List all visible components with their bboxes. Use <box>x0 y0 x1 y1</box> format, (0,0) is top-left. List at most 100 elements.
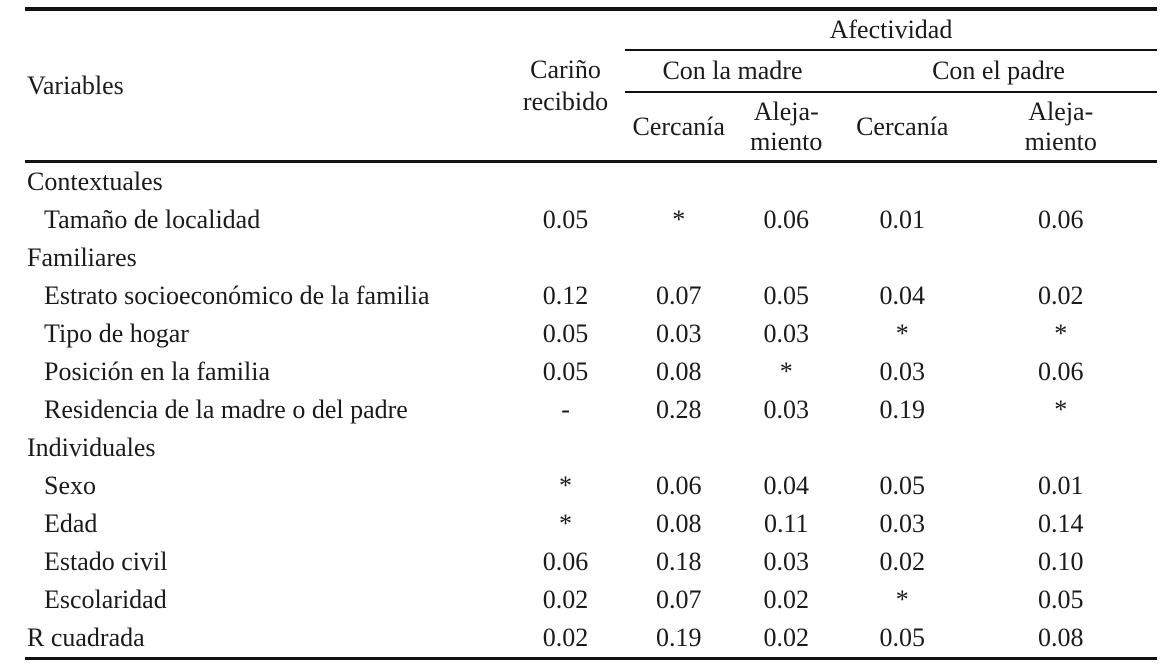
column-header-cercania-madre: Cercanía <box>632 111 725 141</box>
value-cell-empty <box>506 429 625 467</box>
value-cell: - <box>561 395 570 424</box>
value-cell-empty <box>840 162 965 202</box>
header-row-top: Variables Cariño recibido Afectividad <box>25 9 1157 116</box>
value-cell-empty <box>965 162 1157 202</box>
row-label: Escolaridad <box>44 585 167 614</box>
section-row-individuales: Individuales <box>25 429 1157 467</box>
value-cell: 0.02 <box>763 585 810 614</box>
column-header-carino-recibido: Cariño recibido <box>522 55 609 116</box>
value-cell: 0.14 <box>1038 509 1084 538</box>
column-header-variables: Variables <box>27 70 124 100</box>
table-body: Contextuales Tamaño de localidad 0.05 * … <box>25 162 1157 659</box>
data-row-posicion-en-la-familia: Posición en la familia 0.05 0.08 * 0.03 … <box>25 353 1157 391</box>
value-cell: 0.08 <box>655 509 702 538</box>
row-label: Edad <box>44 509 98 538</box>
value-cell-empty <box>840 239 965 277</box>
row-label: Estrato socioeconómico de la familia <box>44 281 430 310</box>
table-header: Variables Cariño recibido Afectividad Co… <box>25 9 1157 162</box>
header-row-subcolumns: Cercanía Aleja- miento Cercanía Aleja- m… <box>25 92 1157 162</box>
row-label: Tamaño de localidad <box>44 205 261 234</box>
value-cell: 0.19 <box>879 395 926 424</box>
section-label: Individuales <box>27 433 156 462</box>
value-cell: * <box>1054 319 1068 348</box>
column-header-cercania-padre: Cercanía <box>856 111 949 141</box>
value-cell: 0.04 <box>879 281 926 310</box>
data-row-estrato-socioeconomico: Estrato socioeconómico de la familia 0.1… <box>25 277 1157 315</box>
value-cell: 0.02 <box>542 623 589 652</box>
column-group-con-la-madre: Con la madre <box>624 50 841 93</box>
value-cell: 0.05 <box>763 281 810 310</box>
row-label: Residencia de la madre o del padre <box>44 395 408 424</box>
value-cell-empty <box>506 239 625 277</box>
value-cell: 0.03 <box>879 357 926 386</box>
value-cell: 0.07 <box>655 585 702 614</box>
section-row-contextuales: Contextuales <box>25 162 1157 202</box>
value-cell-empty <box>965 239 1157 277</box>
row-label: Estado civil <box>44 547 168 576</box>
value-cell: 0.04 <box>763 471 810 500</box>
section-label: Familiares <box>27 243 137 272</box>
value-cell: 0.08 <box>1038 623 1084 652</box>
value-cell: 0.05 <box>879 471 926 500</box>
row-label: R cuadrada <box>27 623 145 652</box>
value-cell: 0.02 <box>763 623 810 652</box>
value-cell: 0.07 <box>655 281 702 310</box>
data-row-estado-civil: Estado civil 0.06 0.18 0.03 0.02 0.10 <box>25 543 1157 581</box>
value-cell: 0.06 <box>655 471 702 500</box>
value-cell: 0.03 <box>763 547 810 576</box>
data-row-tipo-de-hogar: Tipo de hogar 0.05 0.03 0.03 * * <box>25 315 1157 353</box>
value-cell: 0.06 <box>1038 357 1084 386</box>
value-cell: * <box>1054 395 1068 424</box>
value-cell: 0.02 <box>542 585 589 614</box>
value-cell: 0.18 <box>655 547 702 576</box>
value-cell: 0.01 <box>1038 471 1084 500</box>
value-cell: 0.05 <box>542 319 589 348</box>
value-cell: 0.10 <box>1038 547 1084 576</box>
row-label: Posición en la familia <box>44 357 271 386</box>
value-cell: 0.03 <box>879 509 926 538</box>
summary-row-r-cuadrada: R cuadrada 0.02 0.19 0.02 0.05 0.08 <box>25 619 1157 659</box>
data-row-residencia-madre-padre: Residencia de la madre o del padre - 0.2… <box>25 391 1157 429</box>
column-header-alejamiento-padre: Aleja- miento <box>1024 96 1097 156</box>
value-cell: 0.05 <box>1038 585 1084 614</box>
value-cell: 0.01 <box>879 205 926 234</box>
value-cell: 0.12 <box>542 281 589 310</box>
row-label: Sexo <box>44 471 96 500</box>
value-cell: 0.06 <box>763 205 810 234</box>
value-cell: 0.02 <box>1038 281 1084 310</box>
regression-results-table: Variables Cariño recibido Afectividad Co… <box>25 7 1157 660</box>
value-cell-empty <box>732 239 840 277</box>
value-cell: * <box>779 357 793 386</box>
row-label: Tipo de hogar <box>44 319 189 348</box>
value-cell-empty <box>625 429 733 467</box>
value-cell: * <box>672 205 686 234</box>
value-cell-empty <box>965 429 1157 467</box>
data-row-escolaridad: Escolaridad 0.02 0.07 0.02 * 0.05 <box>25 581 1157 619</box>
data-row-edad: Edad * 0.08 0.11 0.03 0.14 <box>25 505 1157 543</box>
value-cell: 0.11 <box>763 509 809 538</box>
value-cell: 0.06 <box>542 547 589 576</box>
data-row-sexo: Sexo * 0.06 0.04 0.05 0.01 <box>25 467 1157 505</box>
value-cell-empty <box>840 429 965 467</box>
section-label: Contextuales <box>27 167 163 196</box>
value-cell: * <box>895 319 909 348</box>
column-group-con-el-padre: Con el padre <box>840 50 1157 93</box>
value-cell: 0.02 <box>879 547 926 576</box>
value-cell-empty <box>506 162 625 202</box>
value-cell: * <box>559 509 573 538</box>
value-cell: 0.28 <box>655 395 702 424</box>
data-row-tamano-de-localidad: Tamaño de localidad 0.05 * 0.06 0.01 0.0… <box>25 201 1157 239</box>
value-cell: 0.05 <box>542 357 589 386</box>
value-cell: 0.03 <box>655 319 702 348</box>
value-cell: 0.05 <box>542 205 589 234</box>
value-cell: 0.03 <box>763 395 810 424</box>
value-cell: 0.05 <box>879 623 926 652</box>
value-cell-empty <box>625 162 733 202</box>
value-cell: 0.03 <box>763 319 810 348</box>
value-cell-empty <box>732 429 840 467</box>
value-cell: * <box>559 471 573 500</box>
column-header-alejamiento-madre: Aleja- miento <box>750 96 823 156</box>
value-cell: * <box>895 585 909 614</box>
value-cell-empty <box>732 162 840 202</box>
